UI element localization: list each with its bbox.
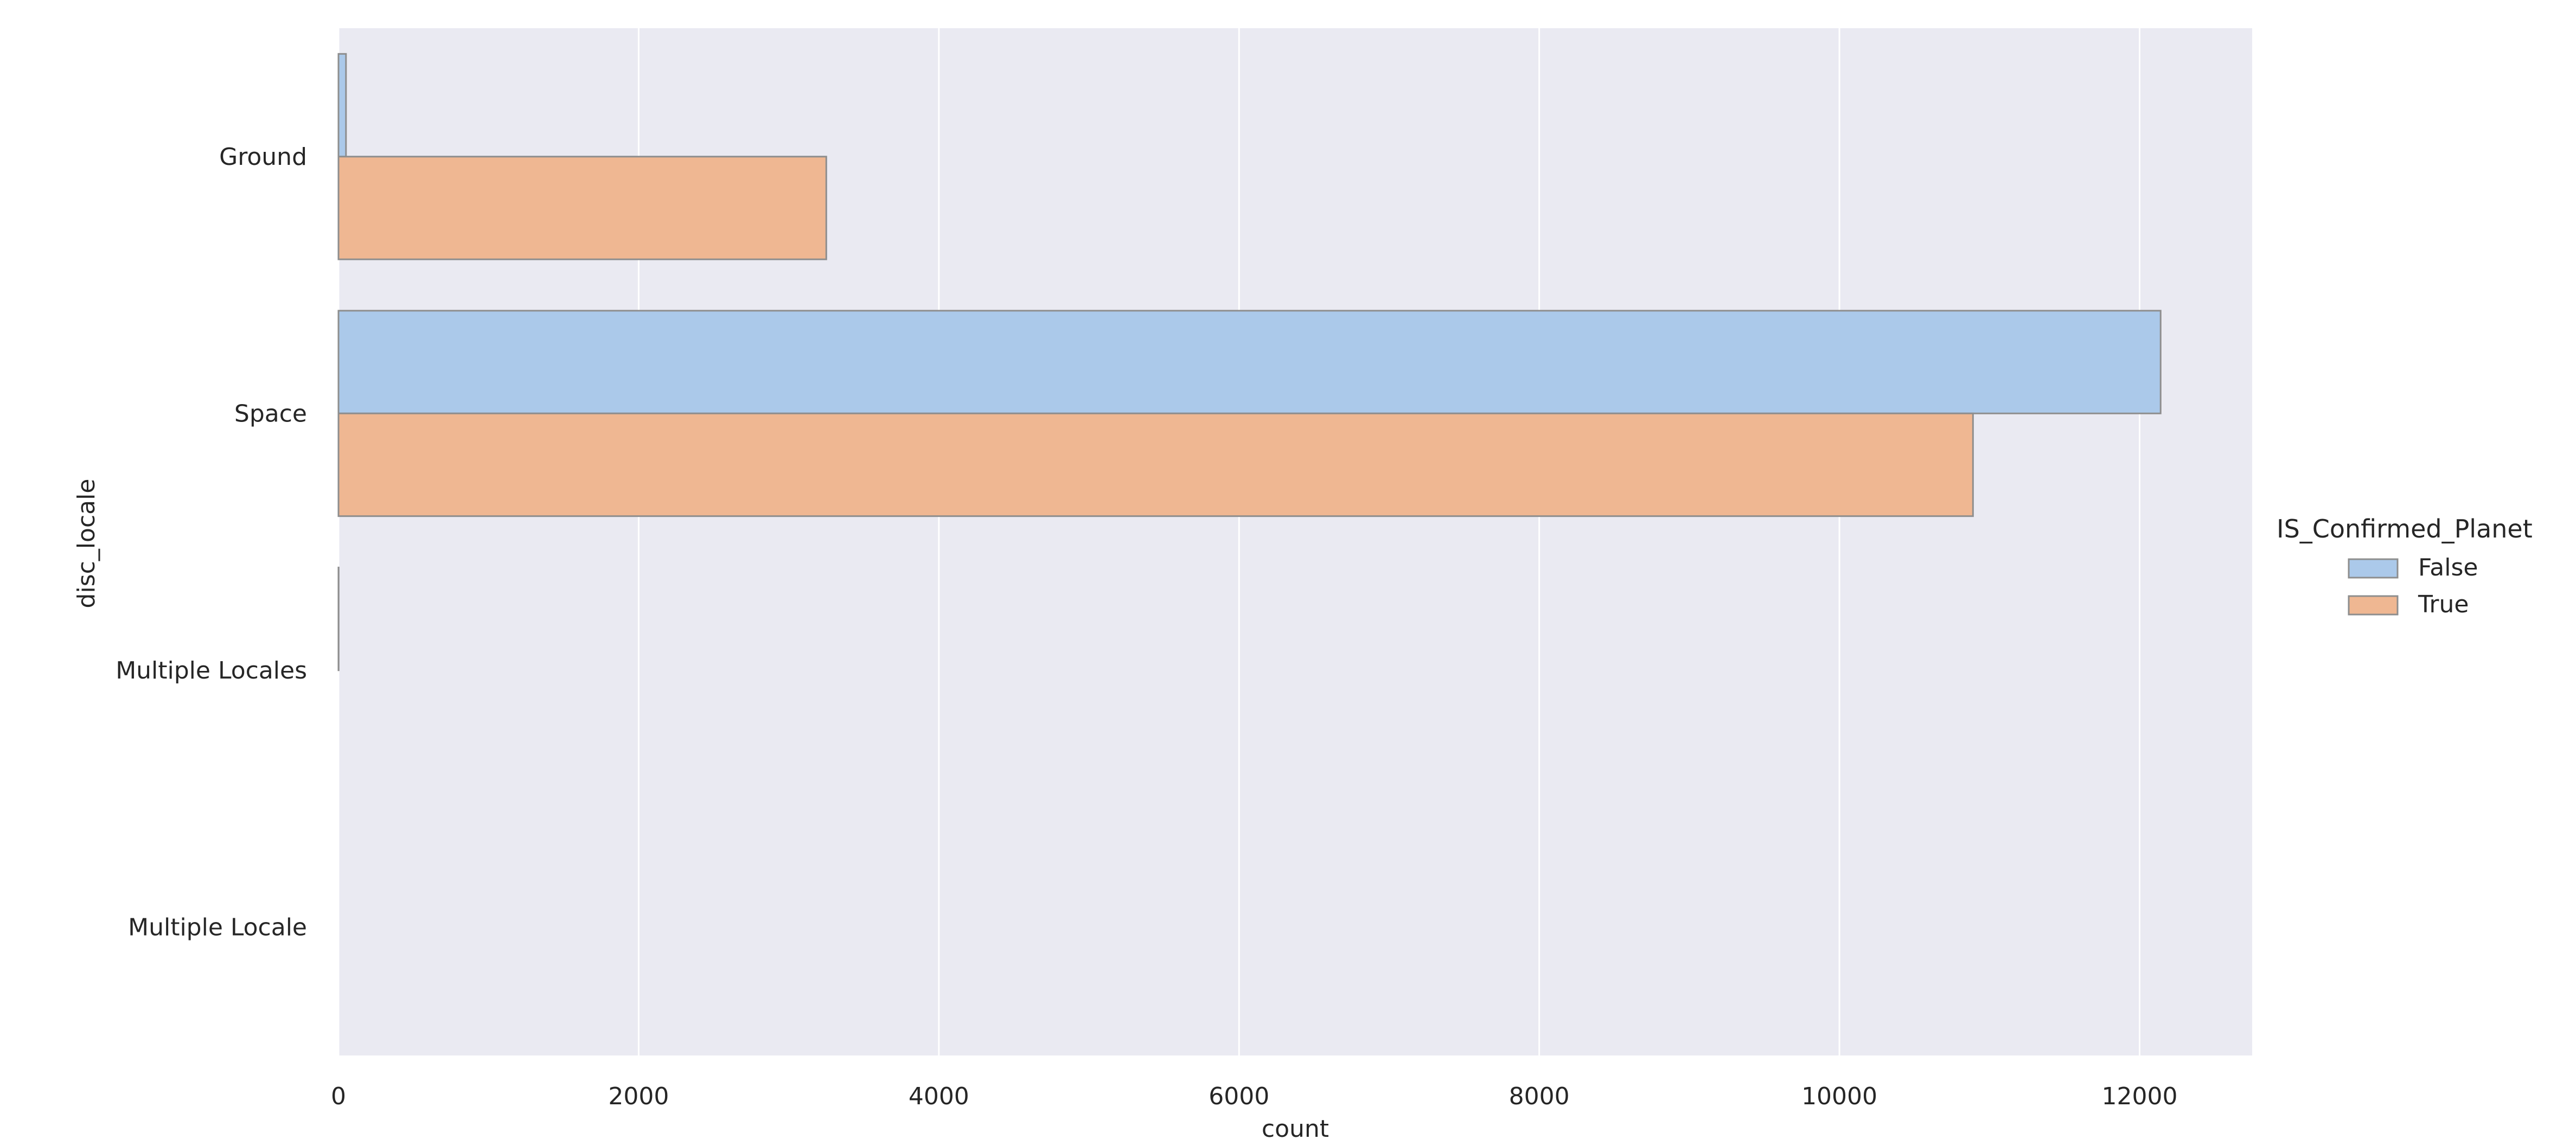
- x-tick-labels: 0 2000 4000 6000 8000 10000 12000: [331, 1083, 2177, 1110]
- y-tick-label: Multiple Locale: [128, 913, 307, 941]
- legend-label: False: [2418, 554, 2478, 581]
- legend-label: True: [2418, 591, 2469, 618]
- legend: IS_Confirmed_Planet False True: [2277, 514, 2533, 618]
- bars: [337, 53, 2162, 671]
- bar-true: [337, 412, 1974, 517]
- x-tick-label: 4000: [909, 1083, 969, 1110]
- y-tick-label: Ground: [219, 143, 307, 171]
- bar-true: [337, 156, 827, 260]
- legend-swatch: [2348, 595, 2399, 616]
- bar-false: [337, 53, 347, 158]
- y-axis-label: disc_locale: [73, 479, 100, 609]
- legend-entries: False True: [2348, 554, 2478, 618]
- legend-swatch: [2348, 558, 2399, 579]
- y-tick-labels: Ground Space Multiple Locales Multiple Loca…: [116, 143, 307, 942]
- x-axis-label: count: [1262, 1115, 1329, 1139]
- x-tick-label: 0: [331, 1083, 346, 1110]
- legend-title: IS_Confirmed_Planet: [2277, 514, 2533, 543]
- x-tick-label: 6000: [1209, 1083, 1269, 1110]
- y-tick-label: Space: [234, 400, 307, 427]
- x-tick-label: 2000: [608, 1083, 669, 1110]
- x-tick-label: 10000: [1801, 1083, 1877, 1110]
- x-tick-label: 8000: [1509, 1083, 1570, 1110]
- x-tick-label: 12000: [2101, 1083, 2177, 1110]
- y-tick-label: Multiple Locales: [116, 657, 307, 684]
- bar-false: [337, 310, 2162, 414]
